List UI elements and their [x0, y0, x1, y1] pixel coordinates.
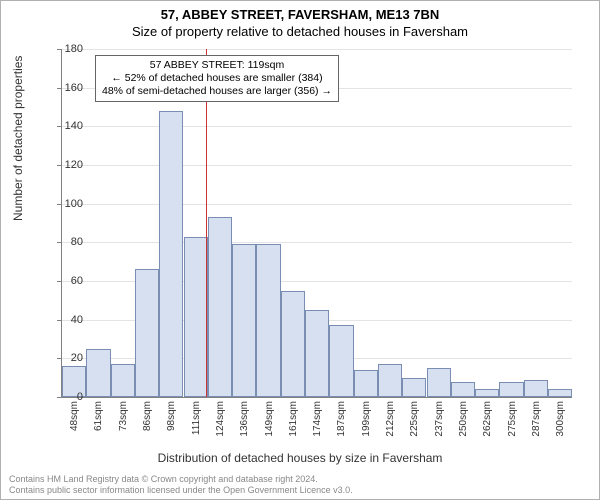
- histogram-bar: [499, 382, 523, 397]
- x-tick-label: 262sqm: [482, 401, 493, 437]
- annotation-line-2: ← 52% of detached houses are smaller (38…: [102, 72, 332, 85]
- histogram-bar: [86, 349, 110, 397]
- x-tick-label: 174sqm: [312, 401, 323, 437]
- x-tick-label: 161sqm: [288, 401, 299, 437]
- x-tick-label: 136sqm: [239, 401, 250, 437]
- histogram-bar: [135, 269, 159, 397]
- histogram-bar: [281, 291, 305, 397]
- histogram-bar: [524, 380, 548, 397]
- gridline: [62, 49, 572, 50]
- x-tick-label: 225sqm: [409, 401, 420, 437]
- x-tick-label: 287sqm: [531, 401, 542, 437]
- y-tick-label: 100: [47, 198, 83, 210]
- footer-line-1: Contains HM Land Registry data © Crown c…: [9, 474, 353, 484]
- y-tick-label: 180: [47, 43, 83, 55]
- histogram-bar: [548, 389, 572, 397]
- histogram-bar: [159, 111, 183, 397]
- y-tick-label: 20: [47, 352, 83, 364]
- footer-line-2: Contains public sector information licen…: [9, 485, 353, 495]
- histogram-bar: [378, 364, 402, 397]
- annotation-box: 57 ABBEY STREET: 119sqm ← 52% of detache…: [95, 55, 339, 102]
- y-tick-label: 120: [47, 159, 83, 171]
- chart-container: 57 ABBEY STREET: 119sqm ← 52% of detache…: [61, 49, 571, 397]
- annotation-line-1: 57 ABBEY STREET: 119sqm: [102, 59, 332, 72]
- histogram-bar: [184, 237, 208, 397]
- x-tick-label: 275sqm: [507, 401, 518, 437]
- page-title-address: 57, ABBEY STREET, FAVERSHAM, ME13 7BN: [1, 7, 599, 22]
- x-tick-label: 300sqm: [555, 401, 566, 437]
- histogram-bar: [208, 217, 232, 397]
- x-tick-label: 187sqm: [336, 401, 347, 437]
- x-tick-label: 237sqm: [434, 401, 445, 437]
- y-tick-label: 60: [47, 275, 83, 287]
- x-tick-label: 111sqm: [191, 401, 202, 435]
- histogram-bar: [402, 378, 426, 397]
- x-tick-label: 149sqm: [264, 401, 275, 437]
- y-tick-label: 80: [47, 236, 83, 248]
- histogram-plot-area: 57 ABBEY STREET: 119sqm ← 52% of detache…: [61, 49, 572, 398]
- histogram-bar: [111, 364, 135, 397]
- x-tick-label: 250sqm: [458, 401, 469, 437]
- y-tick-label: 140: [47, 120, 83, 132]
- histogram-bar: [305, 310, 329, 397]
- x-tick-label: 86sqm: [142, 401, 153, 431]
- histogram-bar: [451, 382, 475, 397]
- y-axis-label: Number of detached properties: [11, 56, 25, 221]
- annotation-line-3: 48% of semi-detached houses are larger (…: [102, 85, 332, 98]
- gridline: [62, 242, 572, 243]
- y-tick-label: 40: [47, 314, 83, 326]
- gridline: [62, 204, 572, 205]
- x-axis-label: Distribution of detached houses by size …: [1, 451, 599, 465]
- histogram-bar: [329, 325, 353, 397]
- x-tick-label: 73sqm: [118, 401, 129, 431]
- x-tick-label: 48sqm: [69, 401, 80, 431]
- x-tick-label: 212sqm: [385, 401, 396, 437]
- gridline: [62, 165, 572, 166]
- x-tick-label: 199sqm: [361, 401, 372, 437]
- x-tick-label: 124sqm: [215, 401, 226, 437]
- histogram-bar: [232, 244, 256, 397]
- x-tick-label: 98sqm: [166, 401, 177, 431]
- x-tick-label: 61sqm: [93, 401, 104, 431]
- page-title-subtitle: Size of property relative to detached ho…: [1, 24, 599, 39]
- footer-attribution: Contains HM Land Registry data © Crown c…: [9, 474, 353, 495]
- histogram-bar: [256, 244, 280, 397]
- histogram-bar: [475, 389, 499, 397]
- histogram-bar: [427, 368, 451, 397]
- y-tick-label: 160: [47, 82, 83, 94]
- gridline: [62, 126, 572, 127]
- histogram-bar: [354, 370, 378, 397]
